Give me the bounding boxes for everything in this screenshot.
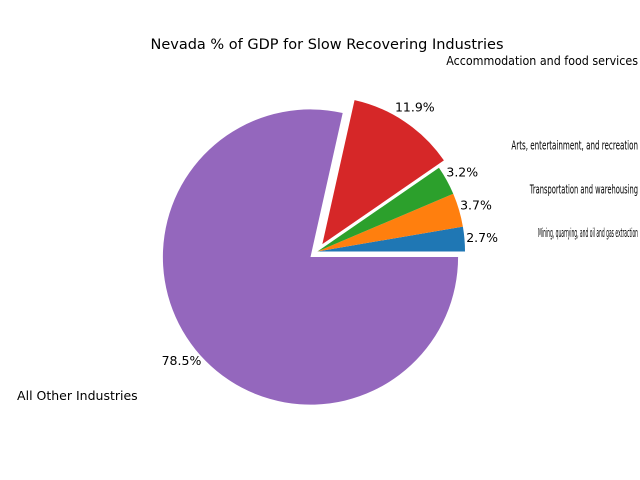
category-label-accommodation-and-food-services: Accommodation and food services xyxy=(446,53,638,68)
category-label-all-other-industries: All Other Industries xyxy=(17,388,138,403)
category-label-mining-quarrying-and-oil-and-gas-extraction: Mining, quarrying, and oil and gas extra… xyxy=(538,225,638,240)
category-labels: Mining, quarrying, and oil and gas extra… xyxy=(17,53,638,403)
percent-labels: 2.7% 3.7% 3.2% 11.9% 78.5% xyxy=(162,100,499,368)
chart-title: Nevada % of GDP for Slow Recovering Indu… xyxy=(150,37,503,53)
percent-label-transportation-and-warehousing: 3.7% xyxy=(460,197,492,212)
percent-label-all-other-industries: 78.5% xyxy=(162,353,202,368)
pie-slices xyxy=(162,100,465,405)
pie-slice-all-other-industries xyxy=(162,109,459,405)
percent-label-mining-quarrying-and-oil-and-gas-extraction: 2.7% xyxy=(466,230,498,245)
pie-slice-transportation-and-warehousing xyxy=(317,193,463,252)
percent-label-arts-entertainment-and-recreation: 3.2% xyxy=(446,164,478,179)
category-label-arts-entertainment-and-recreation: Arts, entertainment, and recreation xyxy=(511,137,638,152)
percent-label-accommodation-and-food-services: 11.9% xyxy=(395,100,435,115)
category-label-transportation-and-warehousing: Transportation and warehousing xyxy=(529,182,638,197)
pie-slice-arts-entertainment-and-recreation xyxy=(317,167,454,252)
pie-slice-accommodation-and-food-services xyxy=(322,100,444,245)
pie-slice-mining-quarrying-and-oil-and-gas-extraction xyxy=(317,226,465,252)
